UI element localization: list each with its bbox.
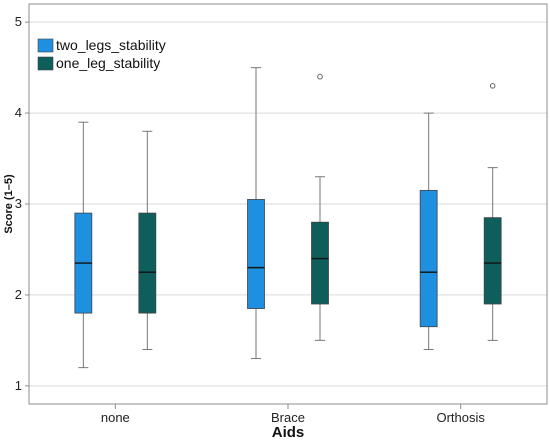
- y-tick-label: 2: [15, 287, 22, 302]
- legend-swatch: [37, 38, 54, 53]
- box-one_leg_stability-none: [138, 130, 157, 350]
- box-iqr: [247, 199, 265, 309]
- y-axis: 1 2 3 4 5: [15, 14, 29, 393]
- y-axis-title: Score (1–5): [3, 174, 15, 234]
- box-two_legs_stability-Brace: [247, 67, 265, 360]
- boxes: [74, 67, 502, 369]
- x-tick-label: none: [101, 410, 130, 425]
- legend-swatch: [37, 56, 54, 71]
- box-iqr: [138, 212, 157, 314]
- y-tick-label: 1: [15, 378, 22, 393]
- legend-label: two_legs_stability: [56, 37, 166, 53]
- x-axis: none Brace Orthosis: [101, 404, 485, 425]
- y-tick-label: 3: [15, 196, 22, 211]
- x-tick-label: Brace: [271, 410, 305, 425]
- x-tick-label: Orthosis: [436, 410, 485, 425]
- x-axis-title: Aids: [272, 424, 305, 441]
- outlier-point: [317, 73, 323, 80]
- y-tick-label: 5: [15, 14, 22, 29]
- grid-lines: [29, 21, 547, 387]
- y-tick-label: 4: [15, 105, 22, 120]
- box-iqr: [419, 189, 438, 328]
- box-two_legs_stability-Orthosis: [419, 112, 438, 350]
- legend: two_legs_stability one_leg_stability: [37, 37, 166, 71]
- outlier-point: [489, 83, 496, 89]
- box-one_leg_stability-Brace: [311, 73, 329, 341]
- legend-label: one_leg_stability: [56, 55, 160, 71]
- box-one_leg_stability-Orthosis: [483, 83, 502, 341]
- box-iqr: [311, 221, 329, 305]
- box-two_legs_stability-none: [74, 121, 93, 369]
- box-iqr: [483, 217, 502, 305]
